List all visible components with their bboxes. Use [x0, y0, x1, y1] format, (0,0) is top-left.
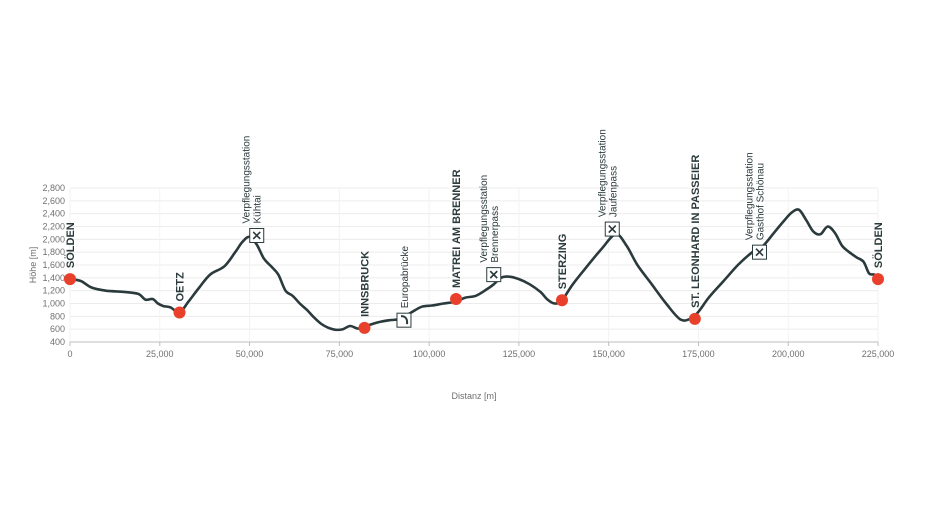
place-marker: MATREI AM BRENNER	[450, 169, 463, 306]
poi-label: Europabrücke	[400, 245, 411, 308]
x-tick-label: 200,000	[772, 349, 805, 359]
x-tick-label: 0	[67, 349, 72, 359]
poi-marker: Verpflegungsstation Kühtai	[242, 136, 265, 243]
place-markers: SÖLDEN OETZ INNSBRUCK MATREI AM BRENNER STER…	[64, 155, 885, 334]
y-tick-label: 2,000	[42, 234, 65, 244]
y-tick-label: 400	[50, 337, 65, 347]
aid-station-icon	[755, 248, 764, 257]
place-marker: INNSBRUCK	[358, 251, 371, 334]
y-tick-label: 2,400	[42, 209, 65, 219]
y-tick-label: 1,800	[42, 247, 65, 257]
place-dot	[450, 293, 463, 306]
x-tick-label: 25,000	[146, 349, 174, 359]
poi-label: Jaufenpass	[608, 166, 619, 217]
place-label: STERZING	[557, 234, 569, 290]
place-marker: STERZING	[555, 234, 569, 307]
place-dot	[358, 321, 371, 334]
y-axis-ticks: 400 600 800 1,000 1,200 1,400 1,600 1,800 2,000 2…	[42, 183, 65, 347]
y-axis-title: Höhe [m]	[28, 247, 38, 284]
y-tick-label: 2,200	[42, 222, 65, 232]
poi-label: Kühtai	[253, 195, 264, 223]
place-dot	[872, 273, 884, 286]
x-axis-title: Distanz [m]	[451, 391, 496, 401]
poi-marker: Verpflegungsstation Gasthof Schönau	[744, 152, 767, 260]
x-tick-label: 100,000	[413, 349, 446, 359]
points-of-interest: Verpflegungsstation KühtaiEuropabrückeVer…	[242, 129, 767, 328]
x-tick-label: 125,000	[503, 349, 536, 359]
place-label: ST. LEONHARD IN PASSEIER	[690, 155, 702, 308]
x-tick-label: 175,000	[682, 349, 715, 359]
poi-label: Verpflegungsstation	[242, 136, 253, 224]
poi-label: Verpflegungsstation	[597, 129, 608, 217]
bridge-icon-box	[396, 312, 412, 328]
aid-station-icon	[608, 225, 617, 234]
place-label: MATREI AM BRENNER	[451, 169, 463, 288]
y-tick-label: 1,200	[42, 286, 65, 296]
x-axis-ticks: 0 25,000 50,000 75,000 100,000 125,000 150,000…	[67, 342, 894, 359]
x-tick-label: 225,000	[862, 349, 895, 359]
y-tick-label: 1,600	[42, 260, 65, 270]
place-label: INNSBRUCK	[359, 251, 371, 317]
y-tick-label: 2,600	[42, 196, 65, 206]
y-tick-label: 2,800	[42, 183, 65, 193]
place-label: OETZ	[175, 272, 187, 302]
poi-label: Verpflegungsstation	[479, 175, 490, 263]
poi-label: Verpflegungsstation	[744, 152, 755, 240]
place-marker: SÖLDEN	[872, 222, 885, 286]
y-tick-label: 600	[50, 324, 65, 334]
y-tick-label: 1,400	[42, 273, 65, 283]
aid-station-icon	[252, 231, 261, 240]
place-dot	[64, 273, 76, 286]
place-label: SÖLDEN	[64, 222, 77, 268]
place-dot	[688, 312, 701, 325]
place-label: SÖLDEN	[872, 222, 885, 268]
y-tick-label: 1,000	[42, 299, 65, 309]
poi-label: Gasthof Schönau	[755, 163, 766, 240]
poi-label: Brennerpass	[490, 206, 501, 263]
aid-station-icon	[489, 270, 498, 279]
poi-marker: Europabrücke	[396, 245, 412, 328]
poi-marker: Verpflegungsstation Brennerpass	[479, 175, 502, 283]
grid-lines	[69, 187, 879, 343]
place-dot	[173, 306, 186, 319]
place-marker: OETZ	[173, 272, 187, 319]
y-tick-label: 800	[50, 311, 65, 321]
x-tick-label: 75,000	[326, 349, 354, 359]
place-marker: ST. LEONHARD IN PASSEIER	[688, 155, 702, 325]
place-marker: SÖLDEN	[64, 222, 77, 286]
bridge-icon	[400, 315, 409, 325]
x-tick-label: 50,000	[236, 349, 264, 359]
x-tick-label: 150,000	[592, 349, 625, 359]
poi-marker: Verpflegungsstation Jaufenpass	[597, 129, 620, 237]
place-dot	[555, 294, 568, 307]
